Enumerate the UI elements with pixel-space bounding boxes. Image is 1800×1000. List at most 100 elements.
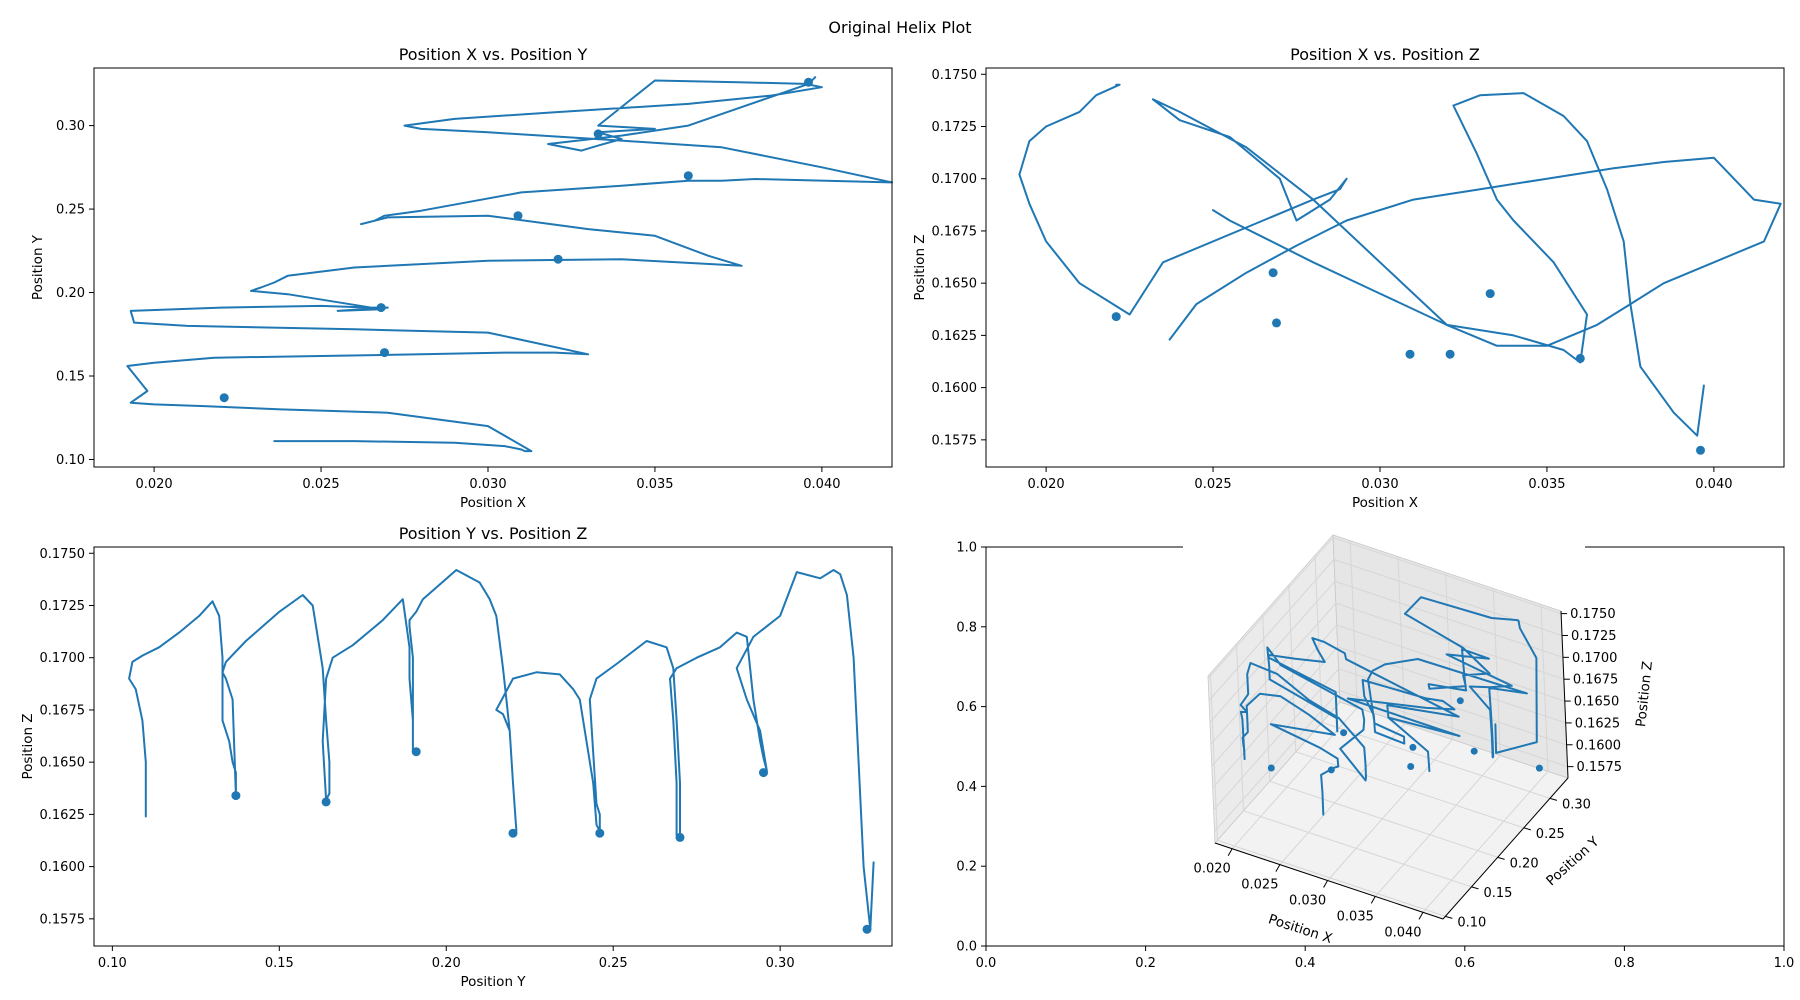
- subplot-x-vs-z: Position X vs. Position Z 0.020 0.025 0.030…: [912, 45, 1785, 511]
- x-tick-label: 1.0: [1774, 956, 1795, 971]
- y-tick-label: 0.1575: [932, 433, 978, 448]
- data-point-marker: [1535, 764, 1543, 772]
- data-point-marker: [595, 828, 605, 838]
- data-point-marker: [1272, 318, 1281, 328]
- y-axis-label: Position Z: [20, 713, 36, 779]
- x-tick-label: 0.4: [1295, 956, 1316, 971]
- x-tick-label: 0.8: [1614, 956, 1635, 971]
- y3d-tick-label: 0.20: [1510, 856, 1539, 871]
- x3d-axis-label: Position X: [1266, 911, 1334, 947]
- data-point-marker: [1405, 349, 1415, 359]
- y-axis-label: Position Y: [30, 234, 46, 300]
- y-tick-label: 0.4: [956, 780, 977, 795]
- data-point-marker: [1445, 349, 1455, 359]
- data-point-marker: [804, 77, 813, 87]
- y-tick-label: 0.1600: [40, 860, 86, 875]
- x-tick-label: 0.025: [302, 477, 339, 492]
- data-point-marker: [1456, 697, 1464, 705]
- y-tick-label: 0.1650: [40, 756, 86, 771]
- y-tick-label: 0.1725: [40, 599, 86, 614]
- grid-line-x: [1279, 556, 1406, 865]
- y-tick-label: 0.1750: [40, 547, 86, 562]
- series-line-0: [126, 76, 893, 453]
- data-point-marker: [553, 254, 563, 264]
- x3d-tick-mark: [1275, 864, 1281, 872]
- x-tick-label: 0.030: [469, 477, 506, 492]
- data-point-marker: [411, 747, 421, 757]
- y3d-tick-label: 0.25: [1536, 827, 1565, 842]
- y-tick-label: 0.2: [956, 860, 977, 875]
- y3d-tick-mark: [1523, 827, 1531, 831]
- x3d-tick-label: 0.035: [1337, 909, 1374, 924]
- y-tick-label: 0.1700: [932, 172, 978, 187]
- x-axis-label: Position X: [1352, 495, 1418, 511]
- grid-line-x: [1327, 572, 1454, 881]
- grid-line-y: [1288, 584, 1524, 829]
- grid-line-y: [1314, 555, 1551, 799]
- x-tick-label: 0.0: [976, 956, 997, 971]
- data-point-marker: [1575, 353, 1585, 363]
- x3d-tick-mark: [1418, 912, 1424, 920]
- x-tick-label: 0.035: [636, 477, 673, 492]
- x-tick-label: 0.020: [1027, 477, 1064, 492]
- y-tick-label: 0.0: [956, 940, 977, 955]
- subplot-x-vs-y: Position X vs. Position Y 0.020 0.025 0.030…: [30, 45, 893, 511]
- data-point-marker: [231, 791, 241, 801]
- y3d-tick-mark: [1471, 886, 1479, 890]
- x-tick-label: 0.035: [1528, 477, 1565, 492]
- y-tick-label: 1.0: [956, 541, 977, 556]
- y-tick-label: 0.8: [956, 620, 977, 635]
- x-tick-label: 0.040: [1695, 477, 1732, 492]
- x-tick-label: 0.020: [135, 477, 172, 492]
- x-tick-label: 0.030: [1361, 477, 1398, 492]
- x3d-tick-mark: [1227, 848, 1233, 856]
- x-tick-label: 0.040: [803, 477, 840, 492]
- y-tick-label: 0.25: [56, 203, 85, 218]
- x-axis-line: [1214, 842, 1444, 920]
- data-point-marker: [862, 924, 872, 934]
- data-point-marker: [1696, 445, 1705, 455]
- y-tick-label: 0.1675: [932, 224, 978, 239]
- z3d-tick-label: 0.1675: [1573, 673, 1619, 688]
- x-tick-label: 0.2: [1135, 956, 1156, 971]
- axes-frame: [985, 67, 1785, 468]
- z3d-tick-label: 0.1625: [1575, 716, 1621, 731]
- series-line-1: [1168, 156, 1782, 347]
- y-tick-label: 0.1650: [932, 277, 978, 292]
- x-tick-label: 0.30: [766, 956, 795, 971]
- axes-frame: [93, 546, 893, 947]
- z3d-tick-label: 0.1725: [1571, 629, 1617, 644]
- grid-line-z: [1207, 537, 1562, 679]
- subplot-y-vs-z: Position Y vs. Position Z 0.10 0.15 0.20 0.2…: [20, 524, 893, 990]
- x3d-tick-mark: [1370, 896, 1376, 904]
- data-point-marker: [376, 303, 386, 313]
- x-tick-label: 0.6: [1454, 956, 1475, 971]
- y-tick-label: 0.1600: [932, 381, 978, 396]
- x-axis-label: Position X: [460, 495, 526, 511]
- y-tick-label: 0.20: [56, 286, 85, 301]
- grid-line-y: [1236, 643, 1472, 888]
- data-point-marker: [1409, 743, 1417, 751]
- subplot-3d: 0.0 0.2 0.4 0.6 0.8 1.0 0.0 0.2 0.4 0.6 0.8 1.0 0.02…: [956, 533, 1795, 971]
- z3d-tick-label: 0.1650: [1574, 695, 1620, 710]
- z3d-tick-label: 0.1750: [1570, 607, 1616, 622]
- z-axis-line: [1560, 610, 1569, 779]
- z3d-tick-label: 0.1600: [1576, 738, 1622, 753]
- y-tick-label: 0.1700: [40, 651, 86, 666]
- y-axis-line: [1442, 777, 1569, 920]
- data-point-marker: [593, 129, 603, 139]
- y-axis-label: Position Z: [912, 234, 928, 300]
- z3d-tick-label: 0.1700: [1572, 651, 1618, 666]
- x-tick-label: 0.15: [265, 956, 294, 971]
- y-tick-label: 0.1625: [40, 808, 86, 823]
- grid-line-y: [1209, 673, 1446, 917]
- y3d-tick-mark: [1497, 856, 1505, 860]
- x3d-tick-label: 0.025: [1241, 878, 1278, 893]
- data-point-marker: [219, 393, 229, 403]
- data-point-marker: [1340, 729, 1348, 737]
- x-axis-label: Position Y: [460, 974, 526, 990]
- y-tick-label: 0.10: [56, 453, 85, 468]
- y-tick-label: 0.1750: [932, 68, 978, 83]
- x3d-tick-label: 0.030: [1289, 894, 1326, 909]
